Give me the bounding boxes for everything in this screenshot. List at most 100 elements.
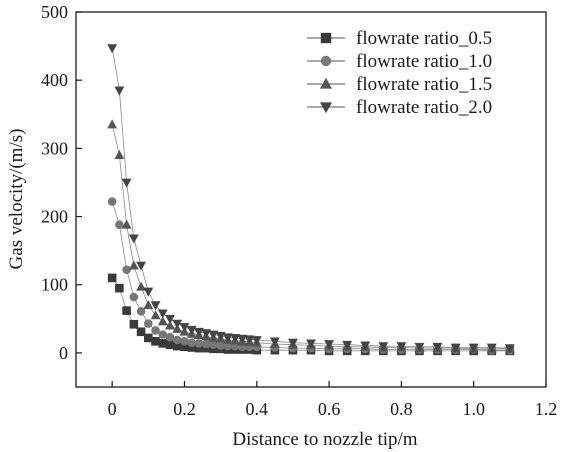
- data-point: [115, 220, 124, 230]
- data-point: [201, 339, 211, 349]
- data-point: [143, 287, 154, 297]
- data-point: [208, 330, 219, 340]
- data-point: [244, 335, 255, 345]
- data-point: [136, 307, 146, 316]
- y-tick-label: 200: [41, 207, 68, 227]
- data-point: [342, 340, 353, 350]
- data-point: [215, 331, 226, 342]
- data-point: [230, 334, 241, 344]
- y-tick-label: 500: [41, 2, 68, 22]
- data-point: [414, 342, 425, 352]
- y-tick-label: 100: [41, 275, 68, 295]
- data-point: [450, 343, 461, 353]
- x-tick-label: 0.4: [246, 399, 269, 419]
- data-point: [150, 301, 161, 311]
- data-point: [216, 341, 225, 350]
- data-point: [129, 319, 139, 329]
- data-point: [486, 343, 497, 353]
- data-point: [287, 338, 298, 348]
- x-tick-label: 0.6: [318, 399, 341, 419]
- legend-item: flowrate ratio_1.0: [307, 51, 492, 72]
- data-point: [107, 197, 117, 206]
- series-layer: [107, 44, 515, 356]
- data-point: [193, 327, 204, 337]
- legend-marker: [320, 77, 332, 89]
- y-axis: 0 100 200 300 400 500: [41, 2, 82, 363]
- data-point: [136, 261, 147, 271]
- data-point: [151, 337, 160, 346]
- data-point: [209, 340, 218, 350]
- y-axis-title: Gas velocity/(m/s): [6, 129, 27, 270]
- data-point: [269, 337, 280, 347]
- data-point: [187, 338, 196, 347]
- data-point: [122, 265, 131, 275]
- y-tick-label: 400: [41, 70, 68, 90]
- x-tick-label: 1.0: [462, 399, 485, 419]
- data-point: [122, 306, 131, 315]
- data-point: [180, 342, 189, 352]
- data-point: [179, 323, 190, 333]
- data-point: [157, 316, 168, 326]
- data-point: [396, 342, 407, 352]
- data-point: [222, 333, 233, 343]
- legend-item: flowrate ratio_1.5: [307, 74, 492, 95]
- data-point: [187, 343, 196, 352]
- data-point: [165, 332, 175, 342]
- legend-label: flowrate ratio_2.0: [356, 97, 492, 118]
- data-point: [114, 150, 125, 160]
- data-point: [172, 319, 183, 329]
- data-point: [201, 329, 212, 339]
- data-point: [158, 339, 168, 348]
- data-point: [172, 335, 182, 345]
- series-3: [107, 44, 515, 354]
- data-point: [129, 292, 139, 302]
- x-tick-label: 0.2: [173, 399, 196, 419]
- x-tick-label: 0: [108, 399, 117, 419]
- legend-item: flowrate ratio_2.0: [307, 97, 492, 118]
- data-point: [136, 327, 146, 337]
- data-point: [158, 330, 168, 339]
- data-point: [194, 343, 204, 353]
- data-point: [378, 342, 389, 352]
- legend-label: flowrate ratio_0.5: [356, 28, 492, 49]
- data-point: [128, 260, 139, 270]
- data-point: [107, 44, 118, 54]
- data-point: [157, 309, 168, 319]
- data-point: [114, 86, 125, 96]
- data-point: [468, 343, 479, 353]
- data-point: [136, 281, 147, 291]
- data-point: [432, 342, 443, 352]
- data-point: [306, 339, 316, 349]
- x-axis: 0 0.2 0.4 0.6 0.8 1.0 1.2: [108, 381, 558, 419]
- data-point: [121, 219, 132, 229]
- legend-label: flowrate ratio_1.0: [356, 51, 492, 72]
- x-tick-label: 0.8: [390, 399, 413, 419]
- data-point: [107, 119, 118, 129]
- data-point: [360, 341, 371, 351]
- series-1: [107, 197, 515, 355]
- data-point: [128, 234, 139, 244]
- data-point: [115, 283, 124, 293]
- data-point: [107, 273, 117, 283]
- y-tick-label: 0: [59, 343, 68, 363]
- legend-label: flowrate ratio_1.5: [356, 74, 492, 95]
- data-point: [194, 339, 204, 348]
- data-point: [251, 336, 262, 346]
- data-point: [172, 341, 182, 351]
- data-point: [324, 340, 335, 350]
- data-point: [237, 334, 248, 344]
- data-point: [144, 319, 153, 328]
- data-point: [151, 326, 160, 335]
- data-point: [165, 340, 175, 350]
- data-point: [150, 310, 161, 320]
- data-point: [144, 333, 153, 343]
- x-tick-label: 1.2: [535, 399, 558, 419]
- data-point: [180, 337, 189, 346]
- data-point: [143, 300, 154, 310]
- data-point: [223, 341, 233, 351]
- data-point: [121, 178, 132, 188]
- data-point: [165, 320, 175, 330]
- y-tick-label: 300: [41, 138, 68, 158]
